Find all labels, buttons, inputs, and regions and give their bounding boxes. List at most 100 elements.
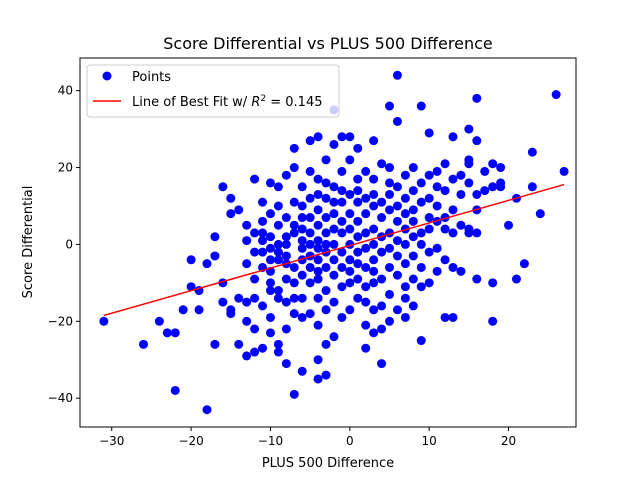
- data-point: [392, 182, 402, 192]
- data-point: [345, 132, 355, 142]
- data-point: [385, 178, 394, 188]
- data-point: [408, 163, 418, 173]
- data-point: [265, 312, 275, 322]
- data-point: [242, 316, 252, 326]
- x-axis-ticks: −30 −20 −10 0 10 20: [99, 427, 516, 448]
- data-point: [464, 224, 474, 234]
- data-point: [258, 343, 268, 353]
- data-point: [273, 220, 283, 230]
- data-point: [337, 312, 347, 322]
- data-point: [273, 286, 283, 296]
- data-point: [281, 297, 291, 307]
- data-point: [392, 251, 402, 261]
- data-point: [313, 274, 323, 284]
- data-point: [305, 136, 315, 146]
- data-point: [313, 355, 323, 365]
- data-point: [448, 312, 458, 322]
- fit-line-layer: [103, 183, 565, 317]
- data-point: [337, 166, 347, 176]
- x-axis-label: PLUS 500 Difference: [262, 456, 394, 471]
- data-point: [250, 324, 260, 334]
- data-point: [313, 293, 323, 303]
- data-point: [337, 282, 347, 292]
- data-point: [305, 213, 315, 223]
- data-point: [353, 274, 363, 284]
- data-point: [242, 220, 252, 230]
- data-point: [392, 270, 402, 280]
- data-point: [416, 228, 426, 238]
- data-point: [369, 224, 379, 234]
- data-point: [313, 132, 323, 142]
- x-tick-label: 20: [501, 434, 516, 448]
- data-point: [265, 243, 275, 253]
- data-point: [242, 297, 252, 307]
- data-point: [329, 239, 339, 249]
- data-point: [400, 282, 410, 292]
- data-point: [297, 293, 307, 303]
- data-point: [258, 228, 268, 238]
- data-point: [400, 312, 410, 322]
- data-point: [313, 243, 323, 253]
- y-tick-label: 0: [65, 237, 73, 251]
- data-point: [392, 216, 402, 226]
- data-point: [472, 136, 482, 146]
- data-points: [99, 70, 569, 415]
- data-point: [297, 312, 307, 322]
- data-point: [337, 247, 347, 257]
- data-point: [258, 236, 268, 246]
- y-axis-ticks: −40 −20 0 20 40: [48, 84, 80, 405]
- data-point: [448, 262, 458, 272]
- data-point: [313, 189, 323, 199]
- data-point: [472, 274, 482, 284]
- x-tick-label: 0: [346, 434, 354, 448]
- data-point: [408, 301, 418, 311]
- data-point: [210, 339, 220, 349]
- data-point: [361, 209, 371, 219]
- data-point: [273, 201, 283, 211]
- data-point: [464, 155, 474, 165]
- data-point: [377, 197, 387, 207]
- data-point: [258, 197, 268, 207]
- data-point: [369, 136, 379, 146]
- legend-fit-label-exp: 2: [260, 94, 266, 104]
- y-tick-label: −40: [48, 391, 73, 405]
- data-point: [289, 389, 299, 399]
- data-point: [385, 163, 394, 173]
- data-point: [416, 262, 426, 272]
- data-point: [400, 193, 410, 203]
- data-point: [321, 213, 331, 223]
- data-point: [321, 305, 331, 315]
- data-point: [353, 174, 363, 184]
- data-point: [488, 182, 498, 192]
- data-point: [472, 228, 482, 238]
- data-point: [265, 328, 275, 338]
- data-point: [321, 178, 331, 188]
- data-point: [377, 247, 387, 257]
- data-point: [416, 282, 426, 292]
- data-point: [289, 220, 299, 230]
- data-point: [353, 232, 363, 242]
- data-point: [186, 282, 196, 292]
- data-point: [297, 201, 307, 211]
- data-point: [273, 255, 283, 265]
- data-point: [250, 247, 260, 257]
- data-point: [424, 128, 434, 138]
- data-point: [305, 309, 315, 319]
- data-point: [385, 189, 394, 199]
- data-point: [265, 286, 275, 296]
- data-point: [258, 216, 268, 226]
- data-point: [178, 305, 188, 315]
- data-point: [265, 209, 275, 219]
- data-point: [361, 282, 371, 292]
- data-point: [416, 178, 426, 188]
- data-point: [488, 316, 498, 326]
- x-tick-label: 10: [422, 434, 437, 448]
- data-point: [210, 251, 220, 261]
- data-point: [456, 170, 466, 180]
- data-point: [345, 209, 355, 219]
- data-point: [273, 182, 283, 192]
- legend-fit-label-r: R: [251, 95, 260, 110]
- data-point: [242, 236, 252, 246]
- data-point: [218, 297, 228, 307]
- data-point: [329, 297, 339, 307]
